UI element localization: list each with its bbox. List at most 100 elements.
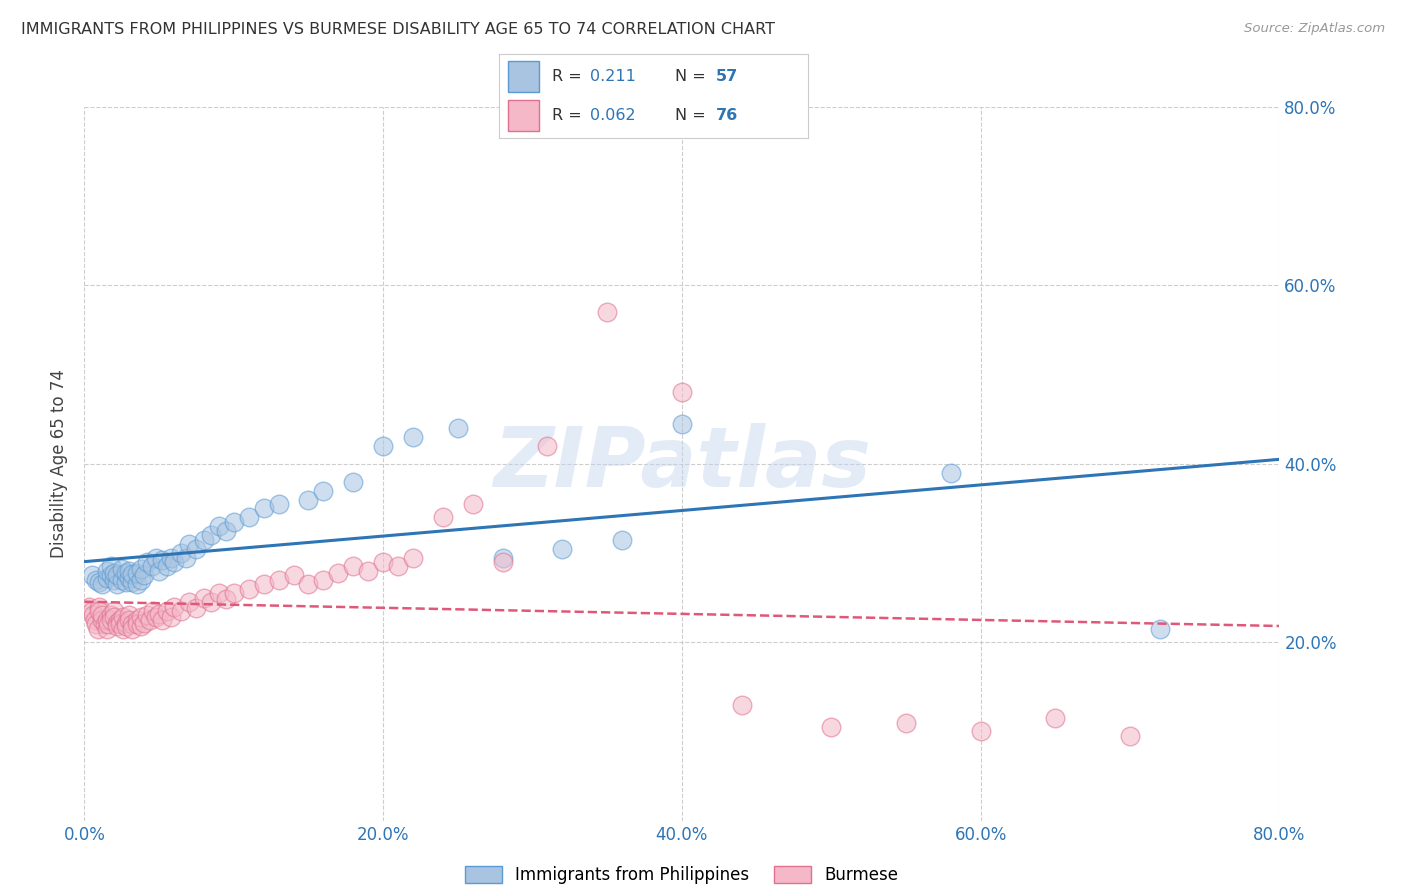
Point [103,604,125,618]
Point [115,574,138,589]
Point [80,604,103,618]
Point [91,613,114,627]
Text: Source: ZipAtlas.com: Source: ZipAtlas.com [1244,22,1385,36]
Point [112,610,135,624]
Point [105,619,128,633]
Point [155,559,177,574]
Point [342,475,364,489]
Point [132,568,156,582]
Point [267,573,290,587]
Point [115,566,138,580]
Text: N =: N = [675,108,711,123]
FancyBboxPatch shape [509,62,540,92]
Point [110,613,132,627]
Point [170,546,193,560]
Point [96,613,118,627]
Point [328,566,350,580]
Point [208,519,231,533]
Point [129,573,152,587]
Point [160,610,183,624]
Point [105,615,128,630]
Point [215,592,238,607]
Point [125,566,148,580]
Point [142,604,165,618]
Point [96,622,118,636]
Point [222,515,245,529]
Point [163,599,186,614]
Point [342,559,364,574]
Point [136,608,159,623]
Point [671,385,693,400]
Text: 76: 76 [716,108,738,123]
Point [148,607,170,621]
Point [89,604,111,618]
Point [238,582,260,596]
Point [148,564,170,578]
Text: R =: R = [551,69,586,84]
Point [1149,622,1171,636]
Point [145,610,167,624]
Point [387,559,409,574]
Point [357,564,380,578]
Point [177,537,200,551]
Point [371,555,394,569]
Point [125,617,148,632]
Point [312,573,335,587]
Point [170,604,193,618]
Point [100,559,122,574]
Point [186,541,208,556]
Point [222,586,245,600]
Point [193,533,215,547]
Point [163,555,186,569]
Point [492,550,515,565]
Point [121,574,143,589]
Point [129,619,152,633]
Point [371,439,394,453]
Point [200,595,222,609]
Point [96,571,118,585]
Point [118,613,141,627]
Point [97,617,120,632]
Text: R =: R = [551,108,586,123]
Point [96,564,118,578]
Text: 0.062: 0.062 [591,108,636,123]
Point [297,577,319,591]
Point [82,608,104,623]
Point [112,622,135,636]
Point [145,550,167,565]
Text: N =: N = [675,69,711,84]
Point [86,573,108,587]
Point [312,483,335,498]
Point [121,567,143,582]
Point [121,617,143,632]
Point [267,497,290,511]
FancyBboxPatch shape [509,100,540,130]
Point [100,613,122,627]
Point [105,577,128,591]
Y-axis label: Disability Age 65 to 74: Disability Age 65 to 74 [51,369,69,558]
Point [118,564,141,578]
Point [118,608,141,623]
Point [174,550,197,565]
Point [820,720,842,734]
Point [215,524,238,538]
Point [160,550,183,565]
Point [1119,729,1142,743]
Point [91,577,114,591]
Point [125,577,148,591]
Point [103,573,125,587]
Point [970,724,993,739]
Point [150,553,173,567]
Point [402,550,425,565]
Point [111,562,134,576]
Point [253,501,276,516]
Point [136,555,159,569]
Point [671,417,693,431]
Point [86,617,108,632]
Point [87,622,110,636]
Point [110,617,132,632]
Point [939,466,962,480]
Point [186,601,208,615]
Point [115,615,138,630]
Point [208,586,231,600]
